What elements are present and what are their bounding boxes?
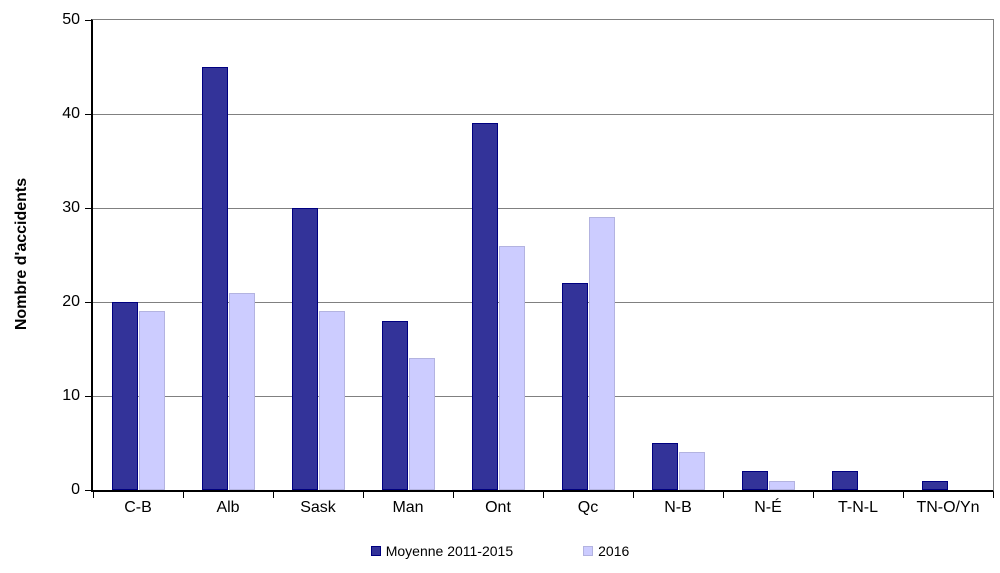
y-tick-label: 20: [62, 293, 80, 310]
x-tick-mark: [92, 492, 94, 498]
x-category-label: TN-O/Yn: [916, 499, 980, 516]
bar-moyenne-2011-2015: [652, 443, 678, 490]
y-tick-label: 40: [62, 105, 80, 122]
x-tick-mark: [452, 492, 454, 498]
y-tick-mark: [85, 489, 91, 491]
bar-2016: [768, 480, 795, 490]
bar-moyenne-2011-2015: [562, 283, 588, 490]
bar-moyenne-2011-2015: [832, 471, 858, 490]
bar-moyenne-2011-2015: [112, 302, 138, 490]
x-category-label: Qc: [577, 499, 599, 516]
bar-moyenne-2011-2015: [472, 123, 498, 490]
y-tick-label: 10: [62, 387, 80, 404]
y-tick-mark: [85, 395, 91, 397]
x-category-label: Ont: [485, 499, 511, 516]
gridline: [93, 207, 993, 209]
y-tick-mark: [85, 113, 91, 115]
x-tick-mark: [812, 492, 814, 498]
legend-item-2016: 2016: [583, 543, 629, 559]
bar-2016: [498, 245, 525, 490]
legend-item-moyenne: Moyenne 2011-2015: [370, 543, 514, 559]
y-tick-label: 30: [62, 199, 80, 216]
bar-moyenne-2011-2015: [202, 67, 228, 490]
x-category-label: C-B: [124, 499, 152, 516]
legend-label-2016: 2016: [598, 543, 630, 559]
legend-swatch-moyenne: [370, 546, 381, 556]
gridline: [93, 301, 993, 303]
bar-moyenne-2011-2015: [922, 480, 948, 490]
plot-area: 0 10 20 30 40 50 C-B Alb Sask Man Ont Qc N-B N-É T-N-L…: [62, 11, 994, 516]
x-category-label: Sask: [300, 499, 336, 516]
bar-2016: [228, 292, 255, 490]
bar-moyenne-2011-2015: [292, 208, 318, 490]
bar-2016: [588, 217, 615, 490]
gridline: [93, 113, 993, 115]
x-tick-mark: [182, 492, 184, 498]
legend-label-moyenne: Moyenne 2011-2015: [385, 543, 514, 559]
x-tick-mark: [542, 492, 544, 498]
bar-moyenne-2011-2015: [742, 471, 768, 490]
legend-swatch-2016: [583, 546, 594, 556]
bar-2016: [678, 452, 705, 490]
x-tick-mark: [362, 492, 364, 498]
bar-moyenne-2011-2015: [382, 320, 408, 490]
x-tick-mark: [632, 492, 634, 498]
x-tick-mark: [992, 492, 994, 498]
y-tick-label: 50: [62, 11, 80, 28]
y-tick-mark: [85, 207, 91, 209]
y-tick-mark: [85, 19, 91, 21]
x-tick-mark: [722, 492, 724, 498]
x-tick-mark: [902, 492, 904, 498]
gridline: [93, 395, 993, 397]
x-tick-mark: [272, 492, 274, 498]
legend: Moyenne 2011-2015 2016: [0, 541, 1000, 561]
x-category-label: Alb: [216, 499, 240, 516]
x-category-label: N-É: [754, 499, 782, 516]
y-tick-label: 0: [71, 481, 80, 498]
x-category-label: N-B: [664, 499, 692, 516]
bar-2016: [138, 311, 165, 490]
y-axis-title: Nombre d'accidents: [13, 177, 30, 331]
x-category-label: Man: [392, 499, 424, 516]
x-category-label: T-N-L: [838, 499, 878, 516]
y-tick-mark: [85, 301, 91, 303]
bar-2016: [318, 311, 345, 490]
bar-2016: [408, 358, 435, 490]
